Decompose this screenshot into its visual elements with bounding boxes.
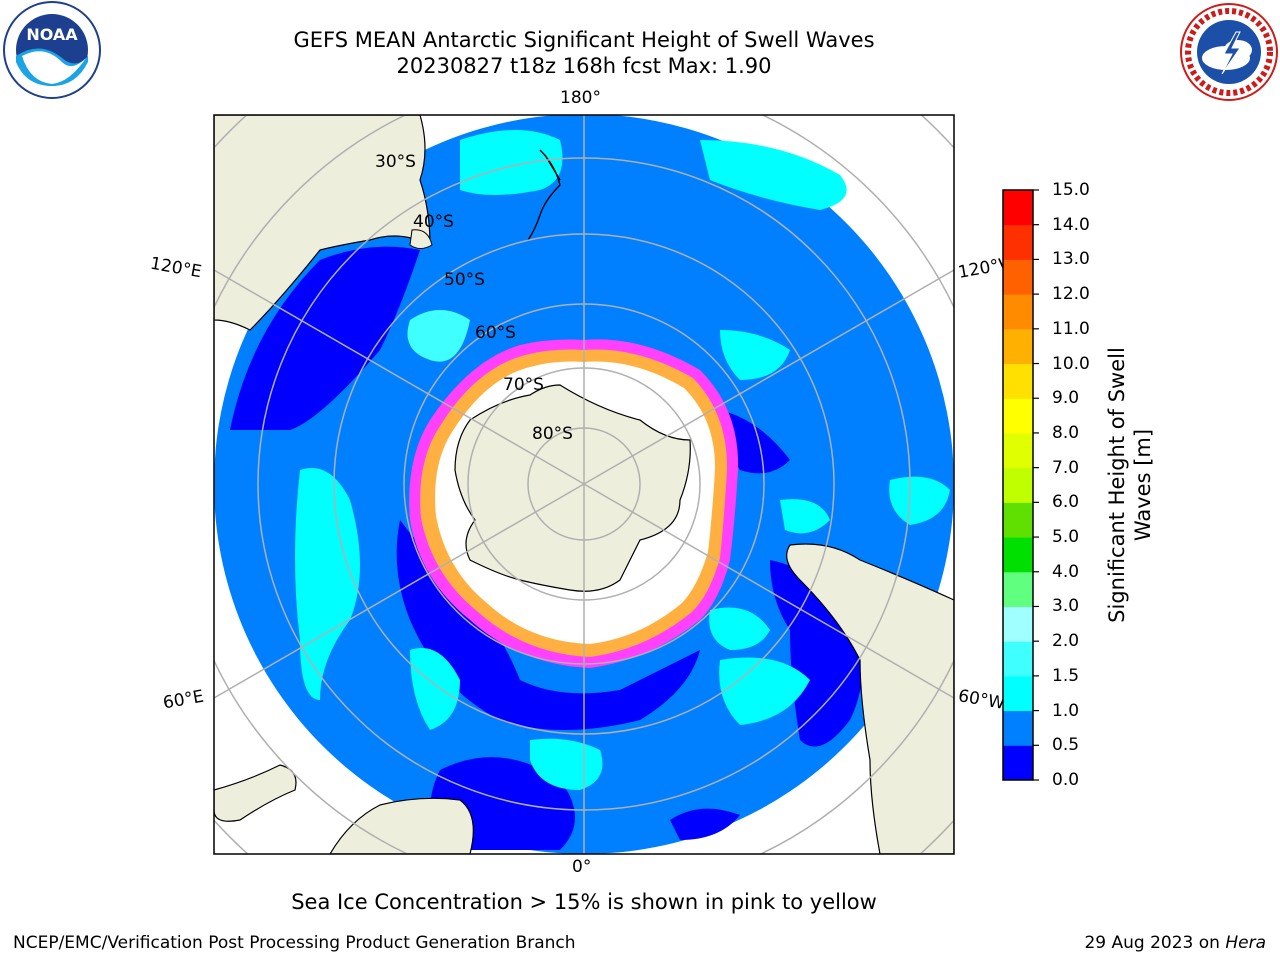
- footer-host: Hera: [1225, 933, 1266, 953]
- svg-text:NOAA: NOAA: [26, 25, 78, 44]
- high-swell-region: [719, 657, 810, 725]
- new-zealand-line: [527, 149, 561, 241]
- colorbar-segment: [1003, 641, 1033, 677]
- antarctica-land: [454, 384, 691, 592]
- colorbar-segment: [1003, 294, 1033, 330]
- low-swell-region: [396, 520, 700, 730]
- colorbar-tick-label: 3.0: [1052, 596, 1080, 617]
- colorbar-segment: [1003, 328, 1033, 365]
- colorbar-label: Significant Height of Swell Waves [m]: [1105, 347, 1155, 623]
- nws-logo-icon: [1180, 3, 1278, 101]
- high-swell-region: [700, 140, 847, 210]
- high-swell-region: [889, 476, 950, 525]
- lat-label-80s: 80°S: [532, 424, 573, 444]
- colorbar-segment: [1003, 710, 1033, 746]
- colorbar-segment: [1003, 224, 1033, 260]
- colorbar-tick-label: 8.0: [1052, 422, 1080, 443]
- sea-ice-caption: Sea Ice Concentration > 15% is shown in …: [291, 890, 877, 914]
- colorbar-segment: [1003, 398, 1033, 434]
- colorbar-segment: [1003, 745, 1033, 781]
- colorbar-tick-label: 13.0: [1052, 249, 1090, 270]
- colorbar-segment: [1003, 467, 1033, 503]
- colorbar-tick-label: 1.5: [1052, 665, 1080, 686]
- colorbar-tick-label: 7.0: [1052, 457, 1080, 478]
- colorbar-tick-label: 15.0: [1052, 180, 1090, 200]
- south-america-land: [786, 543, 954, 854]
- lat-label-70s: 70°S: [503, 375, 544, 395]
- australia-land: [214, 115, 431, 331]
- colorbar-frame: [1002, 189, 1034, 781]
- colorbar-tick-label: 5.0: [1052, 527, 1080, 548]
- tasmania-land: [409, 229, 433, 249]
- colorbar-segment: [1003, 537, 1033, 573]
- noaa-logo-icon: NOAA: [3, 1, 101, 99]
- footer-date-text: 29 Aug 2023 on: [1084, 933, 1226, 953]
- colorbar-segment: [1003, 432, 1033, 469]
- colorbar-tick-label: 11.0: [1052, 318, 1090, 339]
- colorbar-tick-label: 10.0: [1052, 353, 1090, 374]
- colorbar-tick-label: 9.0: [1052, 388, 1080, 409]
- chart-title: GEFS MEAN Antarctic Significant Height o…: [293, 28, 875, 52]
- high-swell-region: [780, 499, 830, 534]
- colorbar-tick-label: 1.0: [1052, 700, 1080, 721]
- low-swell-region: [230, 246, 420, 430]
- high-swell-region: [407, 310, 470, 362]
- colorbar-tick-label: 0.5: [1052, 735, 1080, 756]
- high-swell-region: [410, 648, 460, 730]
- lon-label-0: 0°: [572, 857, 592, 877]
- lat-label-50s: 50°S: [444, 270, 485, 290]
- footer-date: 29 Aug 2023 on Hera: [1084, 933, 1266, 953]
- colorbar-segment: [1003, 675, 1033, 712]
- high-swell-region: [709, 607, 770, 650]
- colorbar-tick-label: 2.0: [1052, 631, 1080, 652]
- colorbar-segment: [1003, 259, 1033, 295]
- colorbar-segment: [1003, 571, 1033, 607]
- colorbar-tick-label: 12.0: [1052, 284, 1090, 305]
- colorbar-segment: [1003, 190, 1033, 226]
- colorbar-tick-label: 6.0: [1052, 492, 1080, 513]
- high-swell-region: [720, 330, 790, 380]
- lat-label-40s: 40°S: [413, 212, 454, 232]
- high-swell-region: [460, 130, 563, 195]
- colorbar-tick-label: 14.0: [1052, 214, 1090, 235]
- lat-label-30s: 30°S: [375, 152, 416, 172]
- colorbar-tick-label: 4.0: [1052, 561, 1080, 582]
- colorbar-tick-label: 0.0: [1052, 770, 1080, 790]
- colorbar-segment: [1003, 502, 1033, 538]
- lon-label-180: 180°: [560, 88, 601, 108]
- madagascar-land: [214, 764, 297, 822]
- colorbar-segment: [1003, 606, 1033, 642]
- low-swell-region: [670, 808, 740, 840]
- chart-subtitle: 20230827 t18z 168h fcst Max: 1.90: [396, 54, 772, 78]
- lat-label-60s: 60°S: [475, 323, 516, 343]
- colorbar-segment: [1003, 363, 1033, 399]
- footer-credit: NCEP/EMC/Verification Post Processing Pr…: [13, 933, 576, 953]
